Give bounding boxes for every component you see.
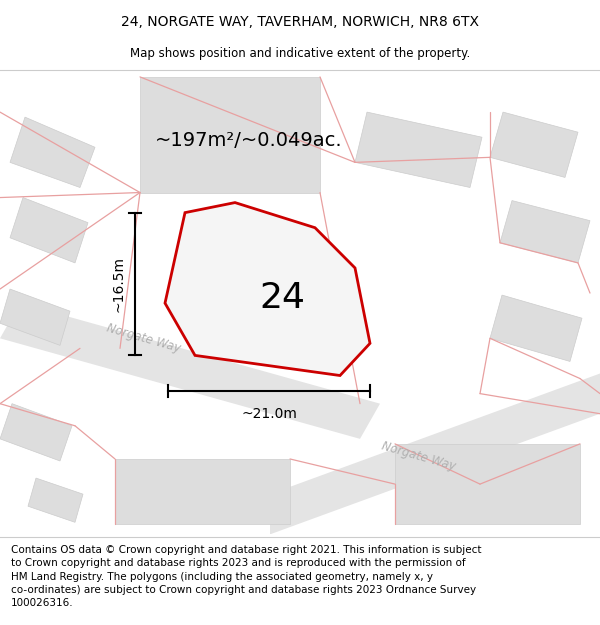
Polygon shape [0,289,70,346]
Text: Norgate Way: Norgate Way [105,321,182,355]
Polygon shape [270,374,600,534]
Polygon shape [28,478,83,522]
Polygon shape [10,117,95,188]
Polygon shape [490,112,578,178]
Polygon shape [115,459,290,524]
Text: Norgate Way: Norgate Way [380,439,457,472]
Text: Contains OS data © Crown copyright and database right 2021. This information is : Contains OS data © Crown copyright and d… [11,545,481,608]
Text: ~16.5m: ~16.5m [111,256,125,312]
Polygon shape [395,444,580,524]
Polygon shape [140,77,320,192]
Polygon shape [500,201,590,263]
Text: ~197m²/~0.049ac.: ~197m²/~0.049ac. [155,131,343,150]
Polygon shape [490,295,582,361]
Polygon shape [0,404,72,461]
Text: ~21.0m: ~21.0m [241,407,297,421]
Text: 24: 24 [259,281,305,315]
Polygon shape [355,112,482,188]
Polygon shape [10,198,88,263]
Text: Map shows position and indicative extent of the property.: Map shows position and indicative extent… [130,48,470,61]
Polygon shape [0,303,380,439]
Polygon shape [165,202,370,376]
Text: 24, NORGATE WAY, TAVERHAM, NORWICH, NR8 6TX: 24, NORGATE WAY, TAVERHAM, NORWICH, NR8 … [121,14,479,29]
